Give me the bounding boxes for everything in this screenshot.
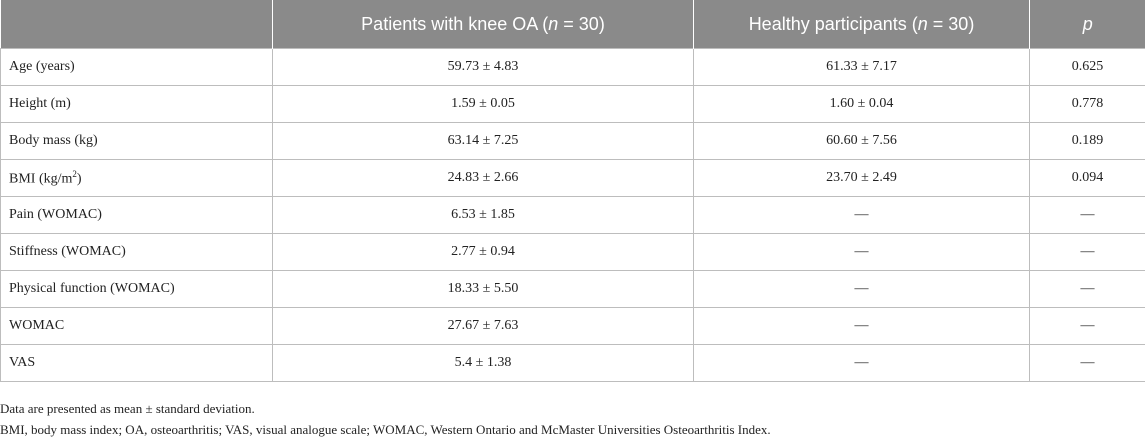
header-p-label: p [1082,13,1093,34]
cell-p-value: — [1029,344,1145,382]
row-label: BMI (kg/m2) [0,159,273,197]
table-body: Age (years) 59.73 ± 4.83 61.33 ± 7.17 0.… [0,48,1145,382]
cell-knee-oa: 1.59 ± 0.05 [272,85,694,123]
cell-healthy: 60.60 ± 7.56 [693,122,1030,160]
row-label-prefix: BMI (kg/m [9,171,73,187]
cell-healthy: — [693,196,1030,234]
footnote-abbreviations: BMI, body mass index; OA, osteoarthritis… [0,422,771,437]
cell-p-value: — [1029,196,1145,234]
cell-healthy: — [693,233,1030,271]
cell-knee-oa: 5.4 ± 1.38 [272,344,694,382]
row-label-suffix: ) [76,171,82,187]
cell-p-value: 0.778 [1029,85,1145,123]
cell-knee-oa: 27.67 ± 7.63 [272,307,694,345]
table-row: Body mass (kg) 63.14 ± 7.25 60.60 ± 7.56… [0,122,1145,160]
header-knee-oa-n: n [548,13,559,34]
table-row: Physical function (WOMAC) 18.33 ± 5.50 —… [0,270,1145,308]
row-label: Stiffness (WOMAC) [0,233,273,271]
cell-p-value: 0.625 [1029,48,1145,86]
row-label: Height (m) [0,85,273,123]
row-label-superscript: 2 [72,168,77,179]
header-p-value: p [1029,0,1145,49]
header-knee-oa: Patients with knee OA (n = 30) [272,0,694,49]
demographics-table: Patients with knee OA (n = 30) Healthy p… [0,0,1145,382]
cell-knee-oa: 24.83 ± 2.66 [272,159,694,197]
cell-healthy: 1.60 ± 0.04 [693,85,1030,123]
table-row: Stiffness (WOMAC) 2.77 ± 0.94 — — [0,233,1145,271]
header-healthy-n: n [917,13,928,34]
footnote-stats: Data are presented as mean ± standard de… [0,401,255,416]
table-row: Height (m) 1.59 ± 0.05 1.60 ± 0.04 0.778 [0,85,1145,123]
header-healthy-suffix: = 30) [927,13,975,34]
row-label: Pain (WOMAC) [0,196,273,234]
row-label: Physical function (WOMAC) [0,270,273,308]
table-row: WOMAC 27.67 ± 7.63 — — [0,307,1145,345]
cell-healthy: — [693,270,1030,308]
cell-knee-oa: 63.14 ± 7.25 [272,122,694,160]
cell-healthy: 61.33 ± 7.17 [693,48,1030,86]
header-variable [0,0,273,49]
table-row: Age (years) 59.73 ± 4.83 61.33 ± 7.17 0.… [0,48,1145,86]
table-row: VAS 5.4 ± 1.38 — — [0,344,1145,382]
cell-knee-oa: 6.53 ± 1.85 [272,196,694,234]
header-healthy: Healthy participants (n = 30) [693,0,1030,49]
cell-p-value: 0.189 [1029,122,1145,160]
cell-knee-oa: 59.73 ± 4.83 [272,48,694,86]
header-row: Patients with knee OA (n = 30) Healthy p… [0,0,1145,49]
table-footnotes: Data are presented as mean ± standard de… [0,398,771,440]
cell-healthy: 23.70 ± 2.49 [693,159,1030,197]
row-label: Body mass (kg) [0,122,273,160]
cell-knee-oa: 18.33 ± 5.50 [272,270,694,308]
header-healthy-prefix: Healthy participants ( [748,13,918,34]
cell-p-value: 0.094 [1029,159,1145,197]
row-label: Age (years) [0,48,273,86]
cell-knee-oa: 2.77 ± 0.94 [272,233,694,271]
header-knee-oa-suffix: = 30) [558,13,605,34]
header-knee-oa-prefix: Patients with knee OA ( [361,13,549,34]
row-label: VAS [0,344,273,382]
table-row: BMI (kg/m2) 24.83 ± 2.66 23.70 ± 2.49 0.… [0,159,1145,197]
table-header: Patients with knee OA (n = 30) Healthy p… [0,0,1145,49]
table-row: Pain (WOMAC) 6.53 ± 1.85 — — [0,196,1145,234]
cell-p-value: — [1029,270,1145,308]
row-label: WOMAC [0,307,273,345]
cell-p-value: — [1029,307,1145,345]
cell-healthy: — [693,307,1030,345]
cell-healthy: — [693,344,1030,382]
cell-p-value: — [1029,233,1145,271]
